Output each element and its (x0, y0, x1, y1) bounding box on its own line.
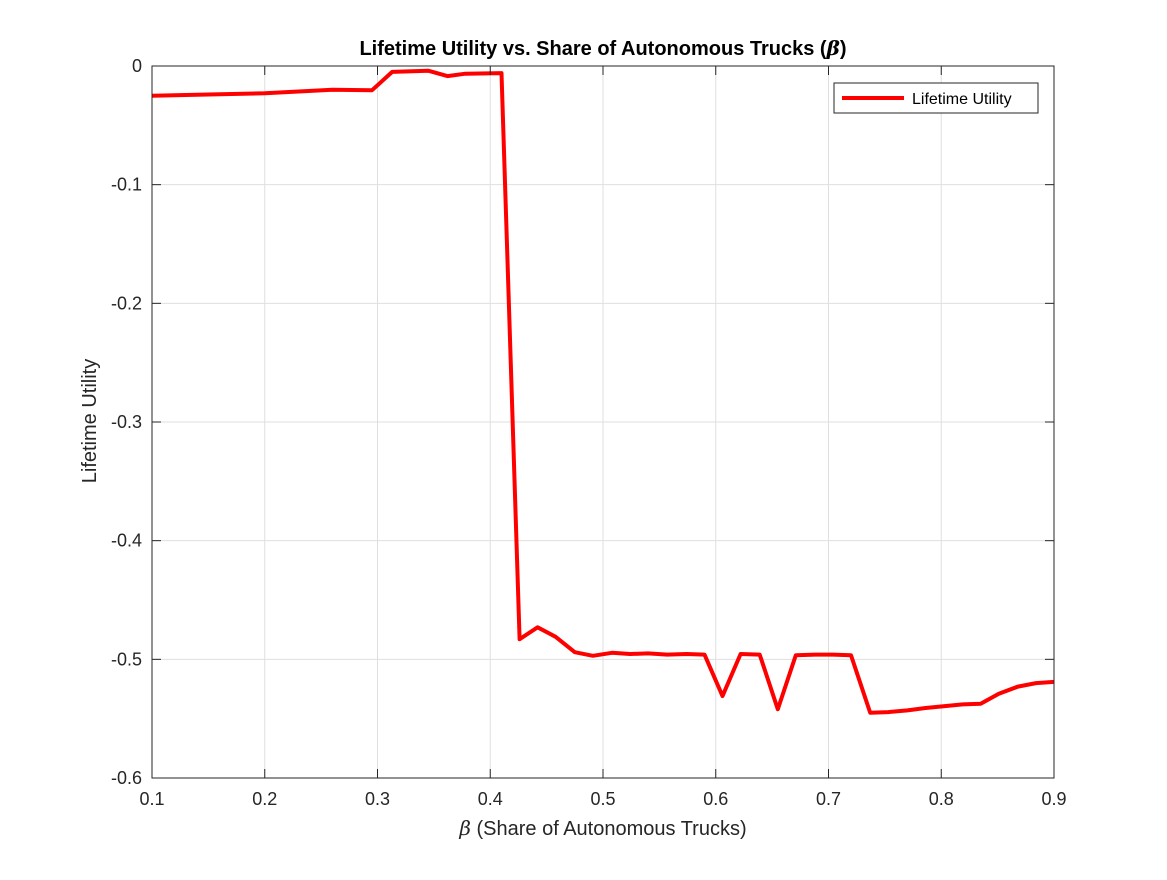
x-tick-label: 0.9 (1041, 789, 1066, 809)
x-tick-labels: 0.1 0.2 0.3 0.4 0.5 0.6 0.7 0.8 0.9 (139, 789, 1066, 809)
x-axis-label-text: (Share of Autonomous Trucks) (471, 818, 747, 840)
x-tick-label: 0.8 (929, 789, 954, 809)
series-layer (151, 68, 1055, 715)
y-tick-labels: -0.6 -0.5 -0.4 -0.3 -0.2 -0.1 0 (111, 56, 142, 788)
tick-marks (151, 65, 1055, 779)
series-line-lifetime-utility (151, 68, 1055, 715)
legend-label-lifetime-utility: Lifetime Utility (912, 91, 1012, 108)
y-tick-label: -0.6 (111, 768, 142, 788)
y-tick-label: -0.3 (111, 412, 142, 432)
x-tick-label: 0.1 (139, 789, 164, 809)
x-tick-label: 0.7 (816, 789, 841, 809)
y-tick-label: -0.1 (111, 175, 142, 195)
chart-title-suffix: ) (840, 38, 847, 60)
chart-title: Lifetime Utility vs. Share of Autonomous… (359, 36, 846, 60)
legend: Lifetime Utility (833, 82, 1039, 114)
x-tick-label: 0.2 (252, 789, 277, 809)
x-tick-label: 0.3 (365, 789, 390, 809)
x-tick-label: 0.5 (590, 789, 615, 809)
x-tick-label: 0.6 (703, 789, 728, 809)
y-axis-label: Lifetime Utility (79, 359, 101, 483)
y-tick-label: 0 (132, 56, 142, 76)
chart-title-beta-symbol: β (826, 36, 840, 60)
chart-title-prefix: Lifetime Utility vs. Share of Autonomous… (359, 38, 826, 60)
y-tick-label: -0.4 (111, 531, 142, 551)
y-tick-label: -0.2 (111, 293, 142, 313)
x-axis-label: β (Share of Autonomous Trucks) (458, 816, 746, 840)
x-tick-label: 0.4 (478, 789, 503, 809)
y-tick-label: -0.5 (111, 649, 142, 669)
x-axis-beta-symbol: β (458, 816, 471, 840)
